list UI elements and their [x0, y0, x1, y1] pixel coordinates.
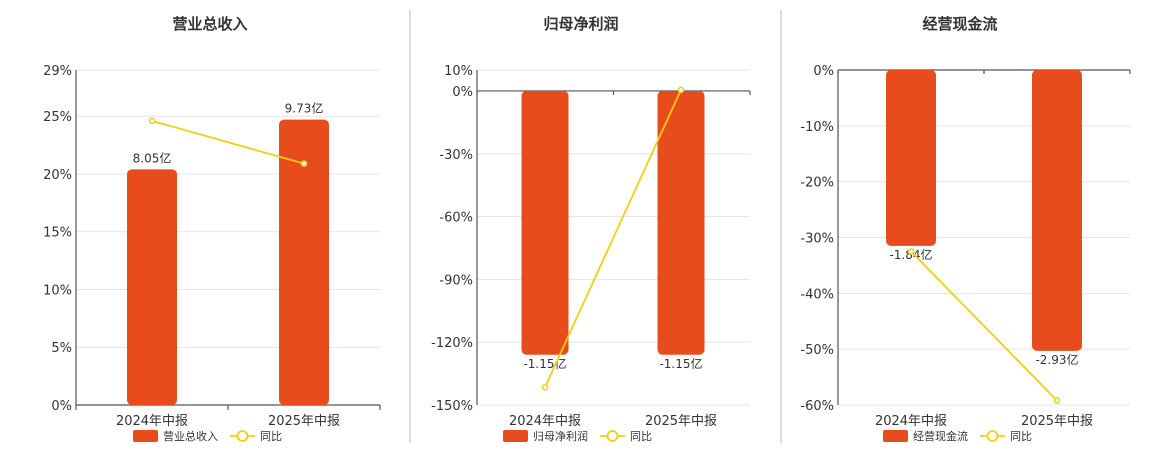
yoy-point: [677, 86, 685, 94]
bar-data-label: -1.15亿: [659, 356, 702, 371]
y-tick-label: -150%: [431, 399, 473, 414]
legend-line-marker: [986, 430, 999, 442]
y-tick-label: -90%: [439, 273, 473, 288]
legend-line-marker: [606, 430, 619, 442]
x-category-label: 2025年中报: [1021, 414, 1093, 429]
chart-title: 归母净利润: [543, 15, 618, 33]
bar: [127, 169, 177, 405]
legend-bar-swatch: [883, 430, 908, 442]
legend-bar-swatch: [133, 430, 158, 442]
y-tick-label: -60%: [800, 399, 834, 414]
x-category-label: 2024年中报: [875, 414, 947, 429]
y-tick-label: 29%: [43, 64, 72, 79]
chart-panel-2: 归母净利润 -150% -120% -90% -60% -30% 0% 10% -1.15亿 -1…: [409, 10, 751, 443]
legend-bar-label: 归母净利润: [533, 429, 588, 443]
y-tick-label: -20%: [800, 176, 834, 191]
y-tick-label: 15%: [43, 226, 72, 241]
legend-bar-label: 营业总收入: [163, 429, 218, 443]
yoy-point: [541, 383, 549, 391]
yoy-line: [151, 119, 305, 165]
x-category-label: 2024年中报: [116, 414, 188, 429]
y-tick-label: 25%: [43, 110, 72, 125]
y-tick-label: 0%: [813, 64, 834, 79]
y-tick-label: -40%: [800, 287, 834, 302]
legend-line-label: 同比: [630, 430, 652, 443]
legend-line-marker: [236, 430, 249, 442]
bar-data-label: -2.93亿: [1035, 352, 1078, 367]
chart-panel-1: 营业总收入 0% 5% 10% 15% 20% 25% 29% 8.05亿 9.73亿 2024年中…: [43, 15, 381, 443]
y-tick-label: -30%: [800, 232, 834, 247]
y-tick-label: -120%: [431, 336, 473, 351]
x-category-label: 2025年中报: [268, 414, 340, 429]
bar: [1032, 70, 1082, 351]
y-tick-label: -30%: [439, 148, 473, 163]
yoy-point: [907, 248, 915, 255]
legend-line-label: 同比: [1010, 430, 1032, 443]
yoy-line: [910, 250, 1058, 402]
bar-data-label: 9.73亿: [285, 101, 324, 116]
yoy-point: [300, 160, 308, 167]
legend-line-label: 同比: [260, 430, 282, 443]
yoy-point: [148, 117, 156, 125]
bar-data-label: 8.05亿: [133, 150, 172, 165]
y-tick-label: -60%: [439, 211, 473, 226]
bar: [521, 90, 569, 355]
y-tick-label: 10%: [444, 64, 473, 79]
y-tick-label: -10%: [800, 120, 834, 135]
chart-panel-3: 经营现金流-60%-50%-40%-30%-20%-10%0%-1.84亿-2.…: [780, 10, 1131, 443]
bar-data-label: -1.15亿: [523, 356, 566, 371]
chart-title: 经营现金流: [922, 15, 997, 33]
y-tick-label: 0%: [51, 399, 72, 414]
bar: [886, 70, 936, 246]
y-tick-label: 0%: [452, 85, 473, 100]
bar: [279, 119, 329, 405]
yoy-point: [1053, 397, 1061, 404]
legend-bar-swatch: [503, 430, 528, 442]
chart-title: 营业总收入: [172, 15, 247, 33]
yoy-line: [544, 89, 682, 388]
y-tick-label: 10%: [43, 283, 72, 298]
x-category-label: 2024年中报: [509, 414, 581, 429]
y-tick-label: 20%: [43, 168, 72, 183]
bar: [657, 90, 705, 355]
y-tick-label: -50%: [800, 343, 834, 358]
legend-bar-label: 经营现金流: [913, 429, 968, 443]
y-tick-label: 5%: [51, 341, 72, 356]
x-category-label: 2025年中报: [645, 414, 717, 429]
